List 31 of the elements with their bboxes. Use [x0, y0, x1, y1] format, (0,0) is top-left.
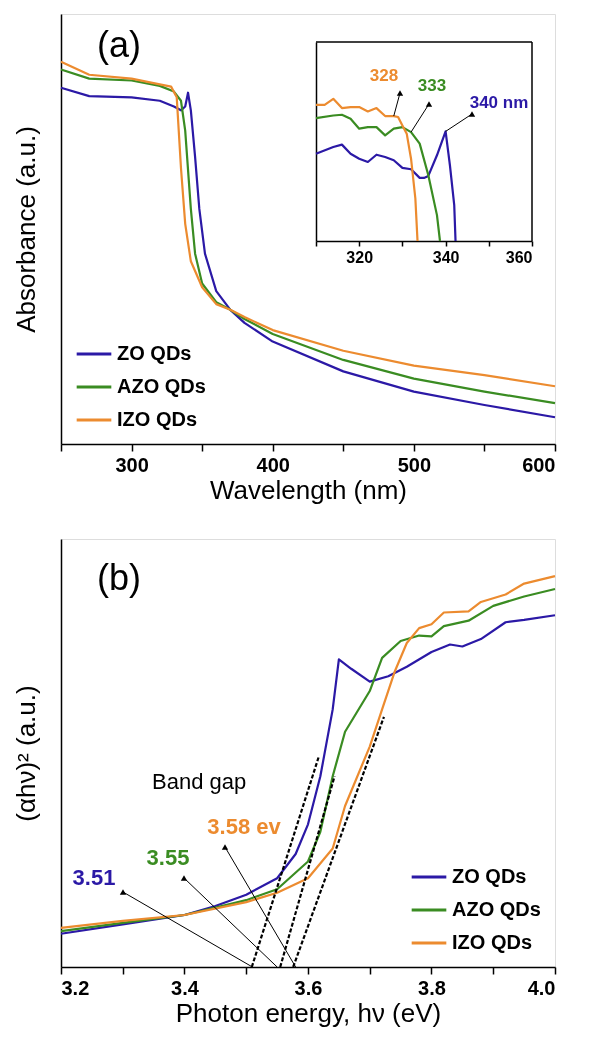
legend-label: ZO QDs: [117, 342, 192, 364]
annotation: 340 nm: [469, 93, 529, 112]
x-axis-title: Wavelength (nm): [210, 474, 407, 505]
x-tick-label: 600: [522, 453, 556, 476]
x-tick-label: 340: [432, 248, 460, 266]
legend-label: AZO QDs: [452, 898, 541, 920]
x-tick-label: 400: [256, 453, 290, 476]
annotation: (b): [97, 557, 141, 598]
annotation: 3.55: [146, 845, 190, 870]
y-axis-title: (αhν)² (a.u.): [10, 685, 41, 822]
x-tick-label: 320: [346, 248, 374, 266]
x-axis-title: Photon energy, hν (eV): [175, 997, 442, 1028]
legend-label: IZO QDs: [452, 931, 533, 953]
annotation: 333: [417, 76, 447, 95]
x-tick-label: 300: [115, 453, 149, 476]
annotation: 3.51: [72, 865, 116, 890]
x-tick-label: 3.4: [171, 976, 200, 999]
annotation: (a): [97, 24, 141, 65]
annotation: Band gap: [152, 769, 247, 794]
x-tick-label: 500: [397, 453, 432, 476]
x-tick-label: 3.6: [294, 976, 323, 999]
y-axis-title: Absorbance (a.u.): [10, 126, 41, 333]
x-tick-label: 360: [505, 248, 533, 266]
legend-label: ZO QDs: [452, 865, 527, 887]
annotation: 328: [369, 66, 399, 85]
x-tick-label: 3.8: [418, 976, 446, 999]
x-tick-label: 3.2: [61, 976, 90, 999]
legend-label: IZO QDs: [117, 408, 198, 430]
legend-label: AZO QDs: [117, 375, 206, 397]
annotation: 3.58 ev: [207, 814, 282, 839]
x-tick-label: 4.0: [527, 976, 556, 999]
